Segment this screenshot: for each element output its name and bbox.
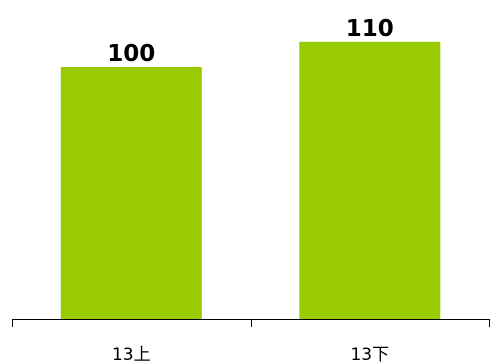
bar-1 — [60, 67, 202, 319]
bar-2 — [299, 41, 441, 320]
x-axis-labels-group: 13上 13下 — [112, 345, 389, 364]
bars-group — [60, 41, 441, 320]
value-labels-group: 100 110 — [107, 16, 394, 67]
bar-value-label-1: 100 — [107, 41, 155, 67]
x-axis-category-label-1: 13上 — [112, 345, 151, 364]
bar-value-label-2: 110 — [346, 16, 394, 42]
x-axis-ticks-group — [12, 319, 490, 327]
x-axis-category-label-2: 13下 — [350, 345, 389, 364]
